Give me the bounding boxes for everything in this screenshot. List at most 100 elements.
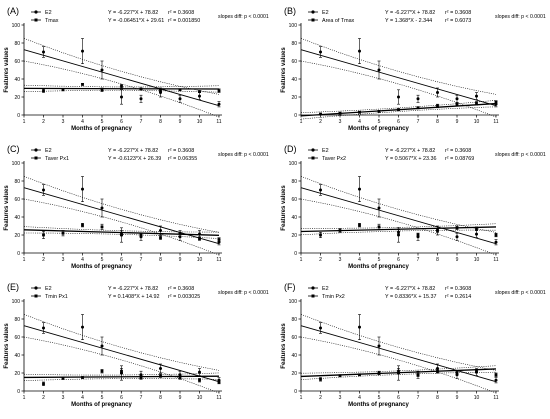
legend-equation: Y = -6.227*X + 78.82 — [385, 148, 435, 154]
data-point — [416, 97, 420, 101]
chart-panel-1: (B) E2 Y = -6.227*X + 78.82 r² = 0.3608 Area… — [281, 6, 546, 132]
slopes-note: slopes diff: p < 0.0001 — [218, 14, 269, 20]
data-point — [358, 223, 361, 227]
data-point — [358, 110, 361, 114]
data-point — [436, 369, 439, 373]
legend-equation: Y = 0.5067*X + 23.36 — [385, 156, 436, 162]
x-tick-label: 11 — [216, 119, 221, 125]
x-tick-label: 1 — [23, 395, 26, 401]
y-tick-label: 80 — [291, 179, 297, 185]
data-point — [358, 49, 361, 53]
legend-r2: r² = 0.3608 — [168, 286, 194, 292]
y-tick-label: 20 — [291, 371, 297, 377]
x-tick-label: 1 — [300, 257, 303, 263]
data-point — [42, 188, 45, 192]
x-tick-label: 10 — [474, 395, 480, 401]
x-tick-label: 11 — [216, 395, 221, 401]
legend-r2: r² = 0.3608 — [445, 148, 471, 154]
x-tick-label: 4 — [81, 395, 84, 401]
data-point — [319, 233, 322, 237]
y-axis-label: Features values — [4, 323, 10, 369]
legend-marker — [34, 294, 38, 298]
x-tick-label: 6 — [397, 257, 400, 263]
data-point — [178, 231, 182, 235]
legend-equation: Y = -0.06451*X + 29.61 — [108, 18, 164, 24]
x-tick-label: 7 — [140, 395, 143, 401]
confidence-band-lower — [300, 336, 497, 394]
legend-marker — [311, 10, 315, 14]
data-point — [198, 370, 201, 374]
regression-line — [300, 226, 497, 233]
legend-marker — [34, 10, 38, 14]
data-point — [61, 231, 65, 235]
x-tick-label: 11 — [493, 395, 498, 401]
data-point — [377, 110, 381, 113]
data-point — [42, 233, 45, 237]
legend-equation: Y = 0.1408*X + 14.92 — [108, 294, 159, 300]
confidence-band-lower — [23, 198, 220, 256]
legend-r2: r² = 0.6073 — [445, 18, 471, 24]
y-tick-label: 100 — [12, 23, 21, 29]
y-tick-label: 60 — [14, 335, 20, 341]
data-point — [397, 95, 400, 99]
data-point — [475, 94, 478, 98]
legend-r2: r² = 0.001850 — [168, 18, 200, 24]
legend-marker — [34, 286, 38, 290]
panel-letter: (B) — [284, 6, 296, 16]
y-tick-label: 60 — [14, 59, 20, 65]
x-tick-label: 4 — [358, 395, 361, 401]
y-tick-label: 0 — [17, 113, 20, 119]
legend-r2: r² = 0.06355 — [168, 156, 197, 162]
data-point — [475, 369, 478, 373]
slopes-note: slopes diff: p < 0.0001 — [218, 290, 269, 296]
y-tick-label: 60 — [291, 197, 297, 203]
y-tick-label: 100 — [12, 161, 21, 167]
data-point — [139, 376, 143, 379]
x-tick-label: 2 — [42, 119, 45, 125]
data-point — [494, 240, 498, 244]
y-tick-label: 100 — [289, 23, 298, 29]
data-point — [120, 231, 123, 235]
data-point — [416, 106, 420, 110]
data-point — [178, 97, 182, 101]
data-point — [81, 49, 84, 53]
x-tick-label: 2 — [42, 395, 45, 401]
y-tick-label: 20 — [14, 371, 20, 377]
confidence-band-lower — [300, 106, 497, 120]
x-axis-label: Months of pregnancy — [348, 264, 409, 270]
y-axis-label: Features values — [281, 47, 287, 93]
data-point — [81, 223, 84, 227]
data-point — [475, 227, 478, 231]
data-point — [120, 369, 123, 373]
legend-name: Tmax — [45, 18, 59, 24]
regression-line — [300, 187, 497, 245]
x-tick-label: 7 — [140, 119, 143, 125]
x-tick-label: 5 — [101, 257, 104, 263]
x-tick-label: 3 — [339, 257, 342, 263]
x-axis-label: Months of pregnancy — [71, 264, 132, 270]
y-tick-label: 80 — [291, 41, 297, 47]
x-tick-label: 4 — [81, 257, 84, 263]
data-point — [397, 230, 400, 234]
data-point — [81, 83, 84, 86]
legend-equation: Y = -0.6123*X + 26.39 — [108, 156, 161, 162]
confidence-band-upper — [300, 176, 497, 233]
y-tick-label: 20 — [14, 233, 20, 239]
data-point — [159, 89, 162, 93]
regression-line — [23, 87, 220, 90]
legend-marker — [34, 18, 38, 22]
data-point — [397, 369, 400, 373]
x-tick-label: 9 — [179, 395, 182, 401]
data-point — [494, 233, 498, 237]
data-point — [61, 377, 65, 380]
x-tick-label: 7 — [417, 119, 420, 125]
panel-letter: (C) — [7, 144, 20, 154]
confidence-band-lower — [23, 60, 220, 118]
data-point — [159, 229, 162, 232]
data-point — [377, 344, 381, 348]
y-tick-label: 80 — [14, 317, 20, 323]
legend-equation: Y = -6.227*X + 78.82 — [385, 286, 435, 292]
data-point — [217, 238, 221, 241]
x-tick-label: 6 — [120, 119, 123, 125]
